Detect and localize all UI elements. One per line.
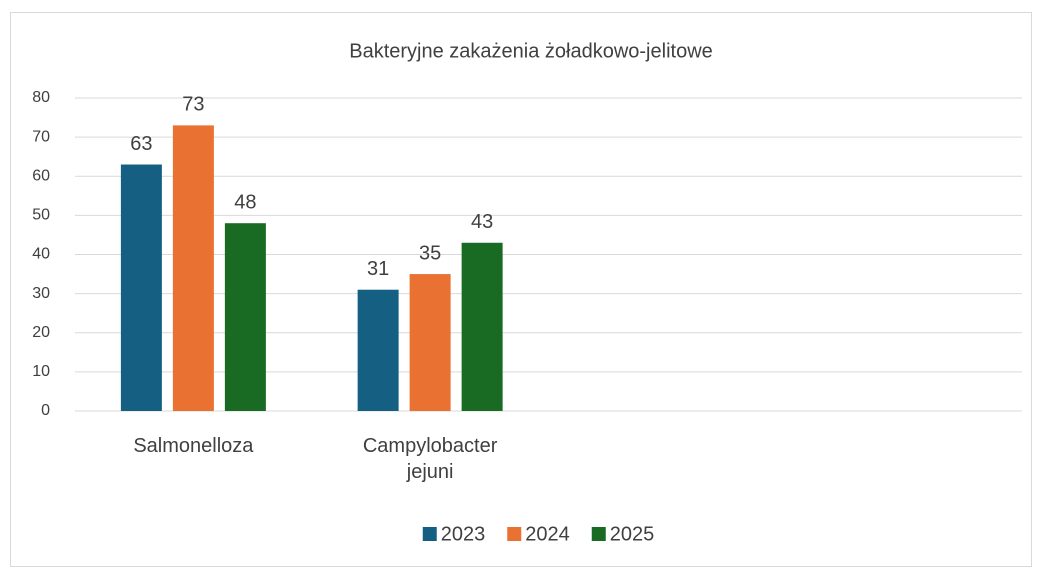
data-label: 31 xyxy=(367,258,389,280)
legend-label: 2025 xyxy=(610,523,655,545)
chart-frame xyxy=(10,12,1032,567)
y-tick-label: 60 xyxy=(32,167,50,184)
bar xyxy=(172,125,214,411)
chart-title: Bakteryjne zakażenia żoładkowo-jelitowe xyxy=(349,40,713,62)
bar xyxy=(120,164,162,411)
data-label: 48 xyxy=(234,191,256,213)
x-tick-label: Salmonelloza xyxy=(133,435,254,457)
legend-swatch xyxy=(422,527,437,541)
x-tick-label: Campylobacter jejuni xyxy=(362,435,498,483)
y-tick-label: 50 xyxy=(32,207,50,224)
data-label: 43 xyxy=(471,211,493,233)
y-tick-label: 30 xyxy=(32,285,50,302)
bar xyxy=(224,223,266,411)
y-tick-label: 20 xyxy=(32,324,50,341)
y-tick-label: 80 xyxy=(32,89,50,106)
legend-swatch xyxy=(507,527,522,541)
data-label: 73 xyxy=(182,94,204,116)
data-label: 63 xyxy=(130,133,152,155)
y-tick-label: 0 xyxy=(41,402,50,419)
y-tick-label: 40 xyxy=(32,246,50,263)
data-label: 35 xyxy=(419,242,441,264)
legend-label: 2023 xyxy=(441,523,486,545)
legend-label: 2024 xyxy=(525,523,570,545)
bar xyxy=(409,274,451,411)
legend-swatch xyxy=(591,527,606,541)
y-tick-label: 10 xyxy=(32,363,50,380)
bar xyxy=(461,242,503,411)
y-tick-label: 70 xyxy=(32,128,50,145)
bar xyxy=(357,289,399,411)
